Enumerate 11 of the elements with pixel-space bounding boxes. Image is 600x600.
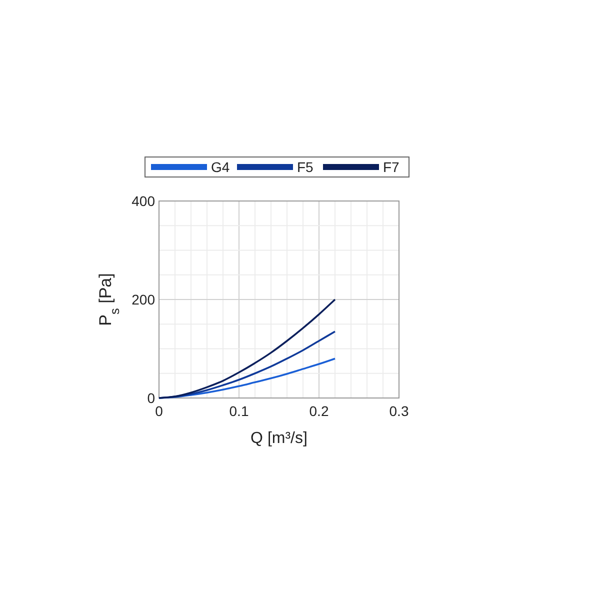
x-tick-label: 0.1 bbox=[229, 403, 249, 419]
y-tick-label: 400 bbox=[132, 193, 156, 209]
y-tick-label: 200 bbox=[132, 292, 156, 308]
x-axis-title: Q [m³/s] bbox=[250, 430, 308, 447]
legend-label: G4 bbox=[211, 159, 230, 175]
legend-label: F7 bbox=[383, 159, 400, 175]
y-tick-label: 0 bbox=[147, 390, 156, 406]
legend-label: F5 bbox=[297, 159, 314, 175]
line-series bbox=[158, 298, 336, 399]
x-tick-label: 0.3 bbox=[389, 403, 409, 419]
x-tick-label: 0.2 bbox=[309, 403, 329, 419]
